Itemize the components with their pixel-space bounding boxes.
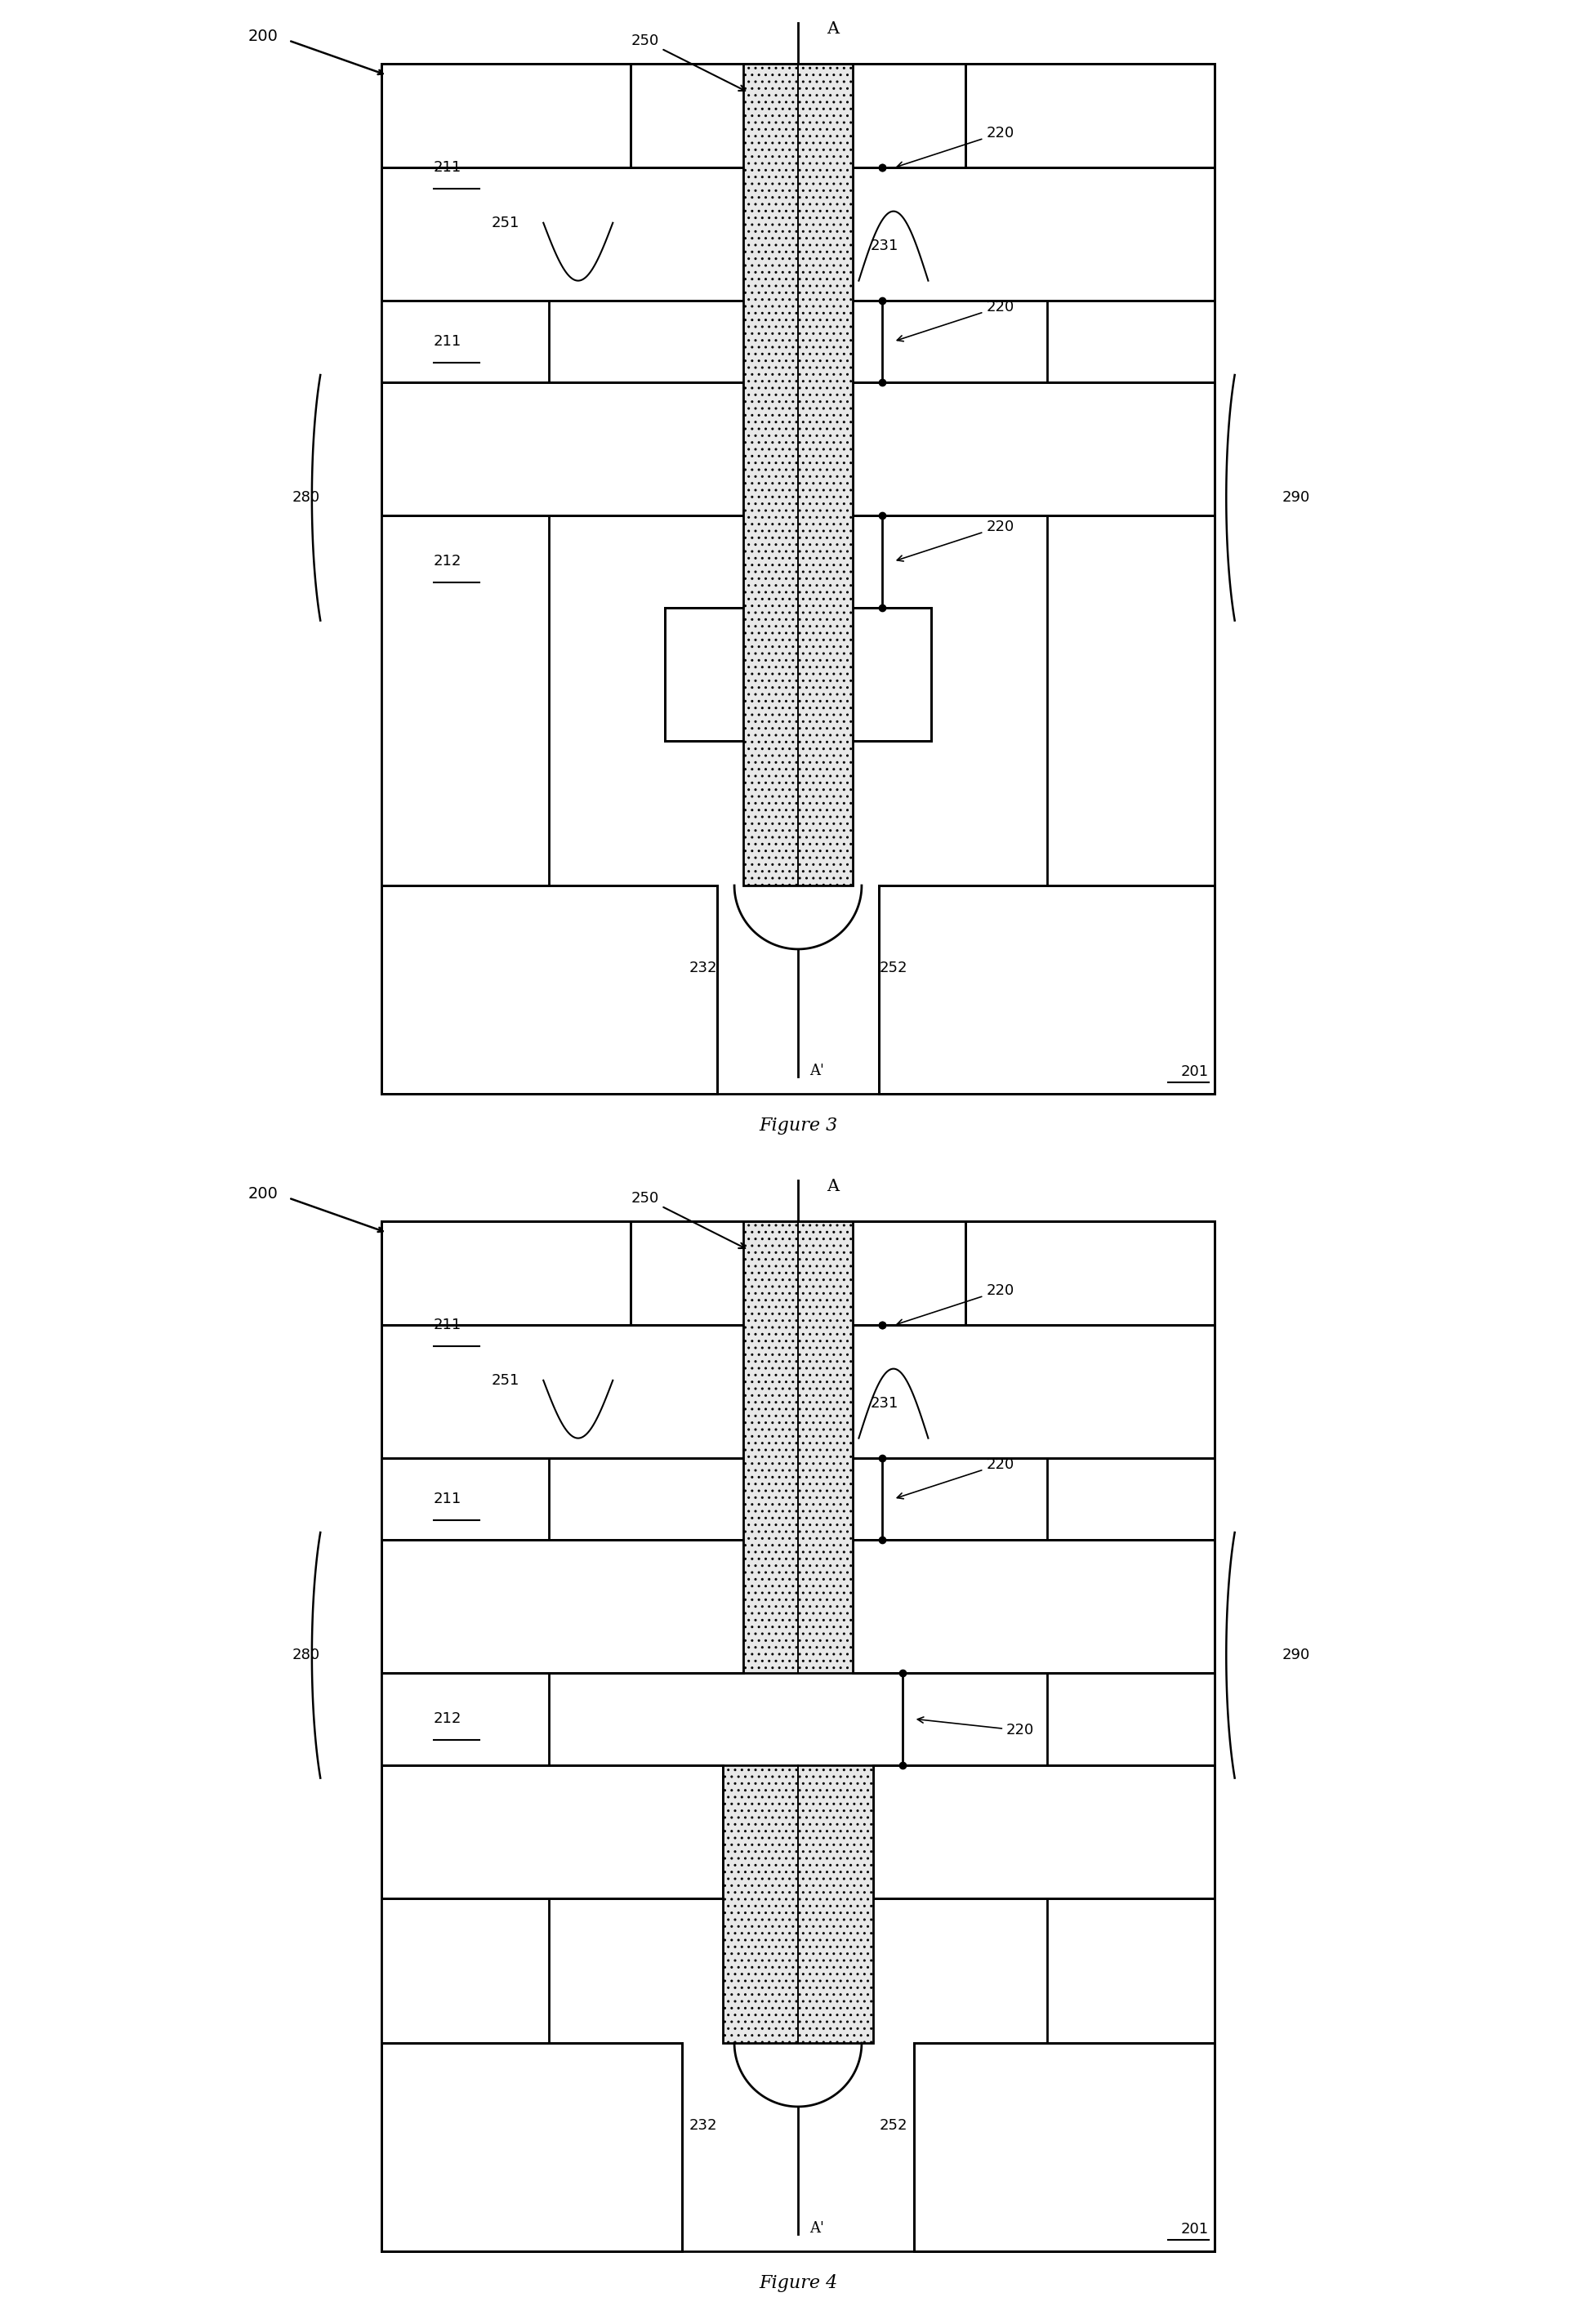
Bar [744, 65, 852, 884]
Text: 200: 200 [249, 28, 278, 44]
Bar [852, 1539, 1215, 1671]
Text: 201: 201 [1181, 2222, 1208, 2236]
Bar [381, 1324, 744, 1458]
Text: A': A' [809, 2220, 824, 2236]
Text: 252: 252 [879, 961, 907, 975]
Text: 211: 211 [434, 160, 461, 176]
Bar [966, 65, 1215, 169]
Text: 201: 201 [1181, 1065, 1208, 1079]
Bar [381, 1222, 1215, 2250]
Text: 220: 220 [897, 1283, 1013, 1324]
Bar [381, 1222, 630, 1324]
Bar [381, 1539, 744, 1671]
Text: A: A [827, 1178, 839, 1195]
Text: A': A' [809, 1063, 824, 1079]
Text: 232: 232 [689, 961, 717, 975]
Bar [381, 169, 549, 884]
Text: 220: 220 [897, 299, 1013, 340]
Bar [381, 169, 744, 301]
Text: Figure 4: Figure 4 [758, 2273, 838, 2292]
Bar [1047, 1324, 1215, 2042]
Text: 232: 232 [689, 2118, 717, 2132]
Text: 280: 280 [292, 1648, 321, 1662]
Bar [381, 2042, 681, 2250]
Text: 220: 220 [918, 1718, 1034, 1739]
Bar [852, 382, 1215, 516]
Text: 231: 231 [870, 1396, 899, 1410]
Text: 250: 250 [630, 32, 745, 90]
Text: A: A [827, 21, 839, 37]
Bar [873, 1764, 1215, 1898]
Bar [381, 65, 1215, 1095]
Bar [381, 382, 744, 516]
Text: 231: 231 [870, 238, 899, 252]
Bar [381, 884, 717, 1095]
Text: 200: 200 [249, 1185, 278, 1201]
Bar [915, 2042, 1215, 2250]
Bar [723, 1764, 873, 2042]
Bar [852, 1324, 1215, 1458]
Text: 211: 211 [434, 1491, 461, 1507]
Bar [879, 884, 1215, 1095]
Bar [1047, 169, 1215, 884]
Text: 251: 251 [492, 1373, 519, 1387]
Text: 290: 290 [1282, 491, 1310, 505]
Bar [744, 1222, 852, 1671]
Text: 251: 251 [492, 215, 519, 229]
Text: 220: 220 [897, 1456, 1013, 1498]
Bar [852, 609, 930, 741]
Bar [852, 169, 1215, 301]
Text: 211: 211 [434, 333, 461, 350]
Bar [381, 1764, 723, 1898]
Text: 250: 250 [630, 1190, 745, 1248]
Bar [666, 609, 744, 741]
Text: 212: 212 [434, 1711, 461, 1727]
Text: 212: 212 [434, 553, 461, 569]
Text: 220: 220 [897, 519, 1013, 560]
Text: 211: 211 [434, 1317, 461, 1333]
Text: Figure 3: Figure 3 [758, 1116, 838, 1134]
Text: 220: 220 [897, 125, 1013, 167]
Bar [381, 65, 630, 169]
Text: 280: 280 [292, 491, 321, 505]
Text: 290: 290 [1282, 1648, 1310, 1662]
Bar [966, 1222, 1215, 1324]
Text: 252: 252 [879, 2118, 907, 2132]
Bar [381, 1324, 549, 2042]
